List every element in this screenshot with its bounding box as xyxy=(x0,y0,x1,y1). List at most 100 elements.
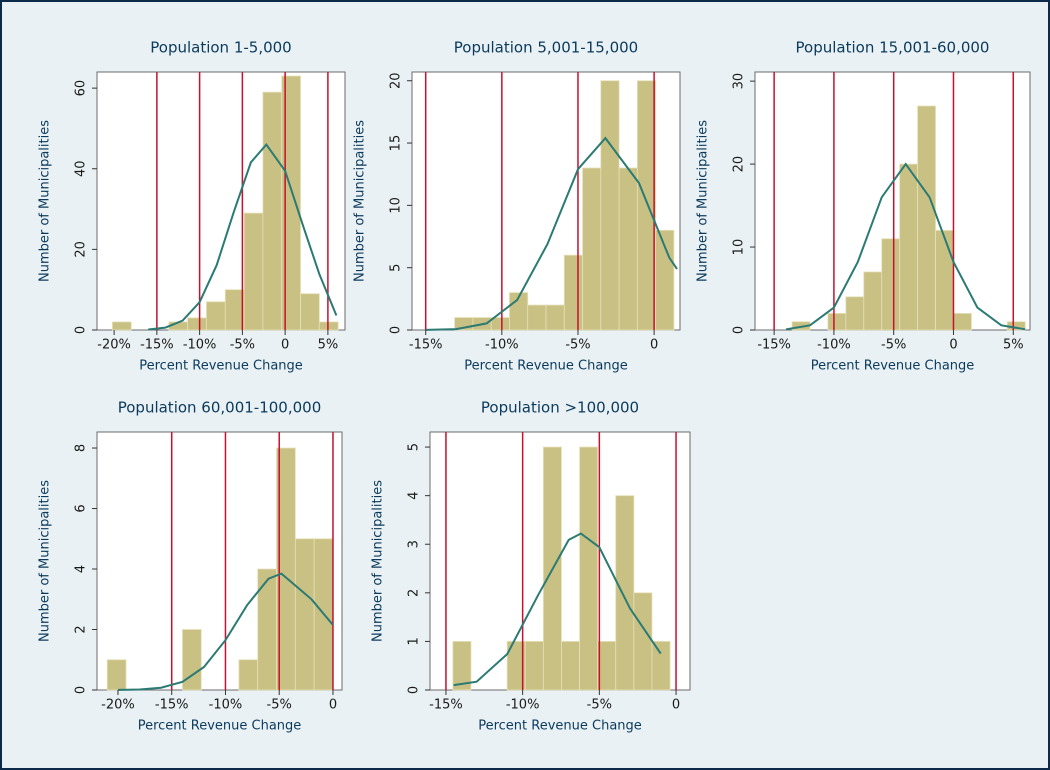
x-tick-label: 5% xyxy=(1003,338,1024,353)
histogram-bar xyxy=(845,296,865,331)
y-axis-title: Number of Municipalities xyxy=(353,120,368,282)
y-tick-label: 20 xyxy=(732,156,747,173)
histogram-bar xyxy=(243,212,264,331)
x-tick-label: -5% xyxy=(267,698,292,713)
x-tick-label: -15% xyxy=(140,338,174,353)
x-axis-title: Percent Revenue Change xyxy=(139,359,303,374)
x-tick-label: -15% xyxy=(429,698,463,713)
x-tick-label: -10% xyxy=(817,338,851,353)
density-curve xyxy=(453,532,662,687)
histogram-bar xyxy=(300,293,320,331)
panel-title: Population 5,001-15,000 xyxy=(454,39,638,57)
y-tick-label: 15 xyxy=(389,135,404,152)
x-tick-label: -20% xyxy=(97,338,131,353)
y-axis-title: Number of Municipalities xyxy=(371,480,386,642)
histogram-bar xyxy=(917,105,936,331)
x-tick-label: -5% xyxy=(230,338,255,353)
y-tick-label: 3 xyxy=(407,540,422,548)
panel-title: Population 15,001-60,000 xyxy=(796,39,990,57)
x-axis-title: Percent Revenue Change xyxy=(478,719,642,734)
histogram-bar xyxy=(182,629,202,691)
x-tick-label: -5% xyxy=(587,698,612,713)
y-tick-label: 40 xyxy=(74,160,89,177)
x-tick-label: -20% xyxy=(101,698,135,713)
histogram-bar xyxy=(881,238,901,331)
histogram-bar xyxy=(106,659,127,691)
density-curve xyxy=(117,572,334,691)
panel-title: Population 60,001-100,000 xyxy=(118,399,322,417)
histogram-bar xyxy=(524,641,544,691)
y-tick-label: 1 xyxy=(407,637,422,645)
y-tick-label: 0 xyxy=(389,326,404,334)
histogram-bar xyxy=(827,313,847,331)
y-axis-title: Number of Municipalities xyxy=(38,480,53,642)
x-tick-label: 0 xyxy=(281,338,289,353)
x-tick-label: 0 xyxy=(650,338,658,353)
y-tick-label: 5 xyxy=(389,264,404,272)
x-axis-title: Percent Revenue Change xyxy=(811,359,975,374)
x-tick-label: -15% xyxy=(757,338,791,353)
x-tick-label: 0 xyxy=(329,698,337,713)
x-axis-title: Percent Revenue Change xyxy=(464,359,628,374)
y-tick-label: 20 xyxy=(74,241,89,258)
density-curve xyxy=(148,142,338,331)
y-tick-label: 5 xyxy=(407,443,422,451)
histogram-panel: Population >100,000 Percent Revenue Chang… xyxy=(371,399,691,734)
y-tick-label: 60 xyxy=(74,80,89,97)
y-axis-title: Number of Municipalities xyxy=(38,120,53,282)
histogram-bar xyxy=(527,304,547,331)
density-curve xyxy=(785,162,1026,331)
histogram-bar xyxy=(579,446,599,691)
histogram-bar xyxy=(935,230,954,331)
histogram-bar xyxy=(111,321,132,331)
histogram-bar xyxy=(224,289,245,331)
y-tick-label: 20 xyxy=(389,72,404,89)
x-tick-label: -15% xyxy=(155,698,189,713)
y-tick-label: 0 xyxy=(407,686,422,694)
y-tick-label: 2 xyxy=(74,625,89,633)
y-tick-label: 0 xyxy=(732,326,747,334)
histogram-bar xyxy=(452,641,472,691)
y-tick-label: 4 xyxy=(407,492,422,500)
y-tick-label: 2 xyxy=(407,589,422,597)
histogram-bar xyxy=(490,317,510,331)
x-tick-label: -10% xyxy=(209,698,243,713)
y-tick-label: 10 xyxy=(389,197,404,214)
histogram-bar xyxy=(318,321,339,331)
y-tick-label: 10 xyxy=(732,239,747,256)
histogram-bar xyxy=(899,163,919,331)
panel-title: Population >100,000 xyxy=(481,399,639,417)
histogram-bar xyxy=(582,167,602,331)
histogram-bar xyxy=(187,317,207,331)
y-tick-label: 30 xyxy=(732,73,747,90)
y-axis-title: Number of Municipalities xyxy=(696,120,711,282)
y-tick-label: 0 xyxy=(74,686,89,694)
density-curve xyxy=(425,136,678,331)
histogram-bar xyxy=(633,592,653,691)
x-tick-label: -5% xyxy=(881,338,906,353)
x-tick-label: -5% xyxy=(565,338,590,353)
histogram-bar xyxy=(636,80,657,331)
histogram-panel: Population 60,001-100,000 Percent Revenue… xyxy=(38,399,343,734)
x-tick-label: -10% xyxy=(485,338,519,353)
x-tick-label: -10% xyxy=(183,338,217,353)
y-tick-label: 8 xyxy=(74,444,89,452)
x-tick-label: 5% xyxy=(318,338,339,353)
histogram-bar xyxy=(281,75,301,331)
histogram-bar xyxy=(563,254,583,331)
y-tick-label: 6 xyxy=(74,504,89,512)
histogram-bar xyxy=(597,641,617,691)
histogram-panel: Population 1-5,000 Percent Revenue Change… xyxy=(38,39,346,374)
x-tick-label: -15% xyxy=(409,338,443,353)
x-axis-title: Percent Revenue Change xyxy=(138,719,302,734)
histogram-bar xyxy=(600,80,620,331)
histogram-bar xyxy=(238,659,259,691)
histogram-bar xyxy=(206,301,226,331)
histogram-bar xyxy=(294,538,315,691)
plot-area xyxy=(96,71,346,331)
histogram-panel: Population 5,001-15,000 Percent Revenue C… xyxy=(353,39,681,374)
histogram-bar xyxy=(615,495,635,691)
histogram-bar xyxy=(863,271,883,331)
